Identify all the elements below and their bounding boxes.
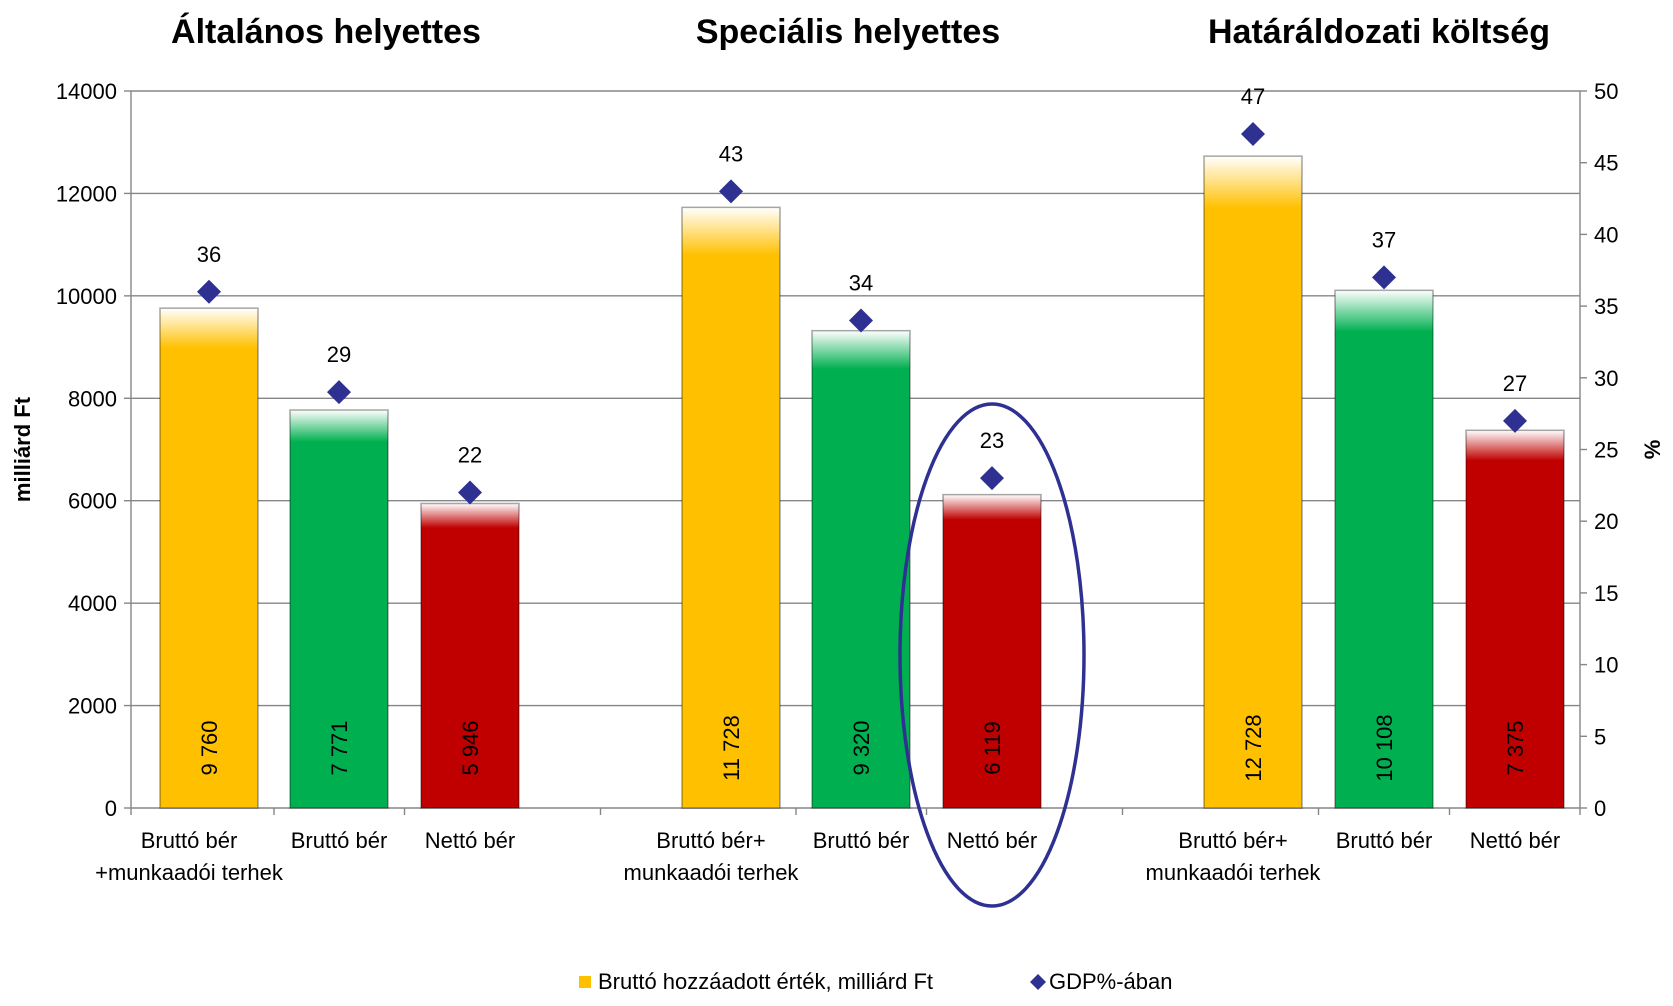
y2-tick-label: 25	[1594, 438, 1618, 463]
y2-tick-label: 5	[1594, 724, 1606, 749]
y-tick-label: 12000	[56, 181, 117, 206]
gdp-value-label: 22	[458, 443, 482, 468]
legend-swatch-bars	[579, 976, 591, 988]
legend-label-bars: Bruttó hozzáadott érték, milliárd Ft	[598, 969, 933, 994]
bar	[289, 409, 389, 809]
gdp-value-label: 43	[719, 141, 743, 166]
y-tick-label: 2000	[68, 694, 117, 719]
y2-axis-title: %	[1640, 440, 1665, 460]
gdp-value-label: 29	[327, 342, 351, 367]
category-label: Nettó bér	[1470, 828, 1561, 853]
bar	[159, 307, 259, 809]
category-label: munkaadói terhek	[624, 860, 800, 885]
gdp-marker	[458, 480, 482, 505]
gdp-marker	[327, 380, 351, 405]
category-label: Bruttó bér+	[656, 828, 765, 853]
gdp-value-label: 36	[197, 242, 221, 267]
y2-tick-label: 20	[1594, 509, 1618, 534]
bar	[1203, 155, 1303, 809]
y-tick-label: 4000	[68, 591, 117, 616]
y-tick-label: 6000	[68, 489, 117, 514]
gdp-marker	[719, 179, 743, 204]
category-label: +munkaadói terhek	[95, 860, 284, 885]
gdp-marker	[1241, 122, 1265, 147]
category-label: Bruttó bér	[291, 828, 388, 853]
y2-tick-label: 35	[1594, 294, 1618, 319]
gdp-marker	[980, 466, 1004, 491]
y2-tick-label: 15	[1594, 581, 1618, 606]
bar-value-label: 11 728	[719, 715, 744, 781]
category-label: Bruttó bér	[141, 828, 238, 853]
bar-value-label: 7 375	[1503, 720, 1528, 775]
y-tick-label: 8000	[68, 386, 117, 411]
legend-swatch-gdp	[1030, 974, 1046, 990]
category-label: munkaadói terhek	[1146, 860, 1322, 885]
bar-value-label: 6 119	[980, 721, 1005, 774]
category-label: Bruttó bér	[1336, 828, 1433, 853]
y-tick-label: 10000	[56, 284, 117, 309]
gdp-value-label: 34	[849, 270, 873, 295]
gdp-value-label: 27	[1503, 371, 1527, 396]
gdp-value-label: 47	[1241, 84, 1265, 109]
bar	[1465, 429, 1565, 809]
gdp-value-label: 23	[980, 428, 1004, 453]
y-tick-label: 0	[105, 796, 117, 821]
bar-value-label: 9 320	[849, 720, 874, 775]
y2-tick-label: 50	[1594, 79, 1618, 104]
y2-tick-label: 10	[1594, 653, 1618, 678]
category-label: Bruttó bér	[813, 828, 910, 853]
y2-tick-label: 40	[1594, 222, 1618, 247]
y-axis-title: milliárd Ft	[10, 396, 35, 502]
bar	[420, 502, 520, 809]
category-label: Bruttó bér+	[1178, 828, 1287, 853]
category-label: Nettó bér	[947, 828, 1038, 853]
gdp-marker	[1503, 408, 1527, 433]
bar-value-label: 5 946	[458, 720, 483, 775]
bar-value-label: 12 728	[1241, 714, 1266, 781]
legend-label-gdp: GDP%-ában	[1049, 969, 1173, 994]
bar-value-label: 9 760	[197, 720, 222, 775]
gdp-marker	[849, 308, 873, 333]
bar-value-label: 7 771	[327, 720, 352, 775]
category-label: Nettó bér	[425, 828, 516, 853]
gdp-marker	[1372, 265, 1396, 290]
highlight-ellipse	[898, 402, 1086, 908]
gdp-value-label: 37	[1372, 227, 1396, 252]
bar-value-label: 10 108	[1372, 714, 1397, 781]
y2-tick-label: 45	[1594, 151, 1618, 176]
y2-tick-label: 0	[1594, 796, 1606, 821]
bar	[681, 206, 781, 809]
y2-tick-label: 30	[1594, 366, 1618, 391]
bar	[942, 493, 1042, 809]
group-title: Határáldozati költség	[1208, 13, 1550, 51]
y-tick-label: 14000	[56, 79, 117, 104]
group-title: Általános helyettes	[171, 13, 481, 51]
bar	[1334, 289, 1434, 809]
gdp-marker	[197, 279, 221, 304]
group-title: Speciális helyettes	[696, 13, 1000, 51]
